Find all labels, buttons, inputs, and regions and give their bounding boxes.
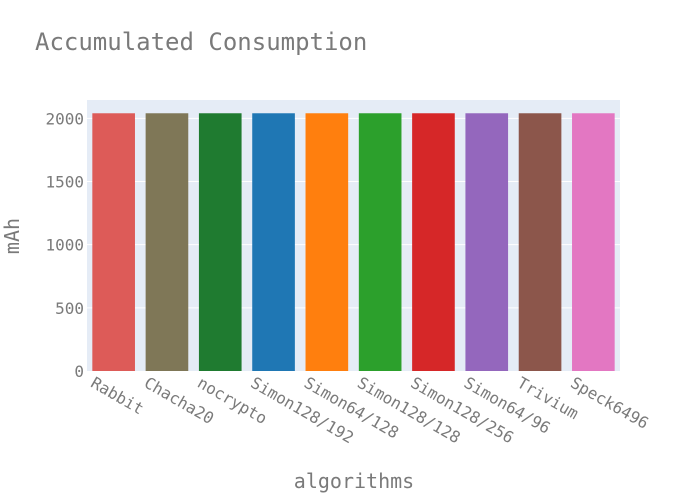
chart-title: Accumulated Consumption [35,28,367,56]
y-tick-label: 1500 [45,172,84,191]
y-axis-ticks: 0 500 1000 1500 2000 [45,109,84,381]
y-axis-title: mAh [0,218,24,254]
y-tick-label: 500 [55,299,84,318]
x-axis-title: algorithms [294,469,414,493]
x-tick-label: Rabbit [88,373,148,418]
y-tick-label: 1000 [45,236,84,255]
bar [305,113,349,371]
bar [465,113,509,371]
bars [92,113,615,371]
bar [252,113,295,371]
bar [198,113,242,371]
bar [518,113,562,371]
y-tick-label: 0 [74,362,84,381]
x-tick-label: Speck6496 [567,373,652,433]
bar [92,113,135,371]
bar [572,113,615,371]
bar [358,113,402,371]
bar [412,113,455,371]
y-tick-label: 2000 [45,109,84,128]
bar [145,113,189,371]
x-axis-ticks: RabbitChacha20nocryptoSimon128/192Simon6… [88,373,652,447]
